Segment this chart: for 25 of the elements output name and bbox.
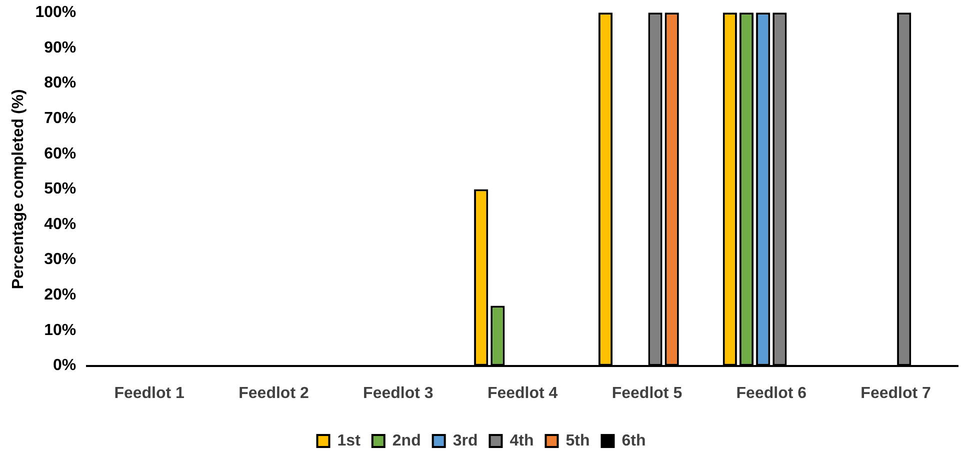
y-tick-label: 30% [44, 251, 76, 268]
y-tick-label: 60% [44, 145, 76, 162]
legend-label: 4th [510, 432, 534, 450]
x-tick-label: Feedlot 7 [860, 384, 932, 402]
y-tick-label: 100% [35, 4, 76, 22]
legend-label: 3rd [452, 432, 478, 450]
legend-label: 1st [337, 432, 362, 450]
legend-label: 5th [566, 432, 590, 450]
y-tick-label: 10% [44, 322, 76, 339]
x-tick-label: Feedlot 4 [487, 384, 558, 402]
y-tick-label: 40% [44, 216, 76, 233]
y-tick-label: 80% [44, 74, 76, 92]
y-axis-title: Percentage completed (%) [10, 89, 28, 290]
x-tick-label: Feedlot 1 [114, 384, 185, 402]
x-tick-label: Feedlot 6 [736, 384, 807, 402]
y-tick-label: 0% [52, 357, 76, 374]
x-tick-label: Feedlot 2 [238, 384, 309, 402]
legend-label: 2nd [392, 432, 421, 450]
x-tick-label: Feedlot 3 [363, 384, 434, 402]
y-tick-label: 90% [44, 39, 76, 56]
legend-label: 6th [622, 432, 646, 450]
y-tick-label: 70% [44, 110, 76, 127]
x-tick-label: Feedlot 5 [612, 384, 682, 402]
y-tick-label: 20% [44, 286, 76, 304]
y-tick-label: 50% [44, 180, 76, 198]
